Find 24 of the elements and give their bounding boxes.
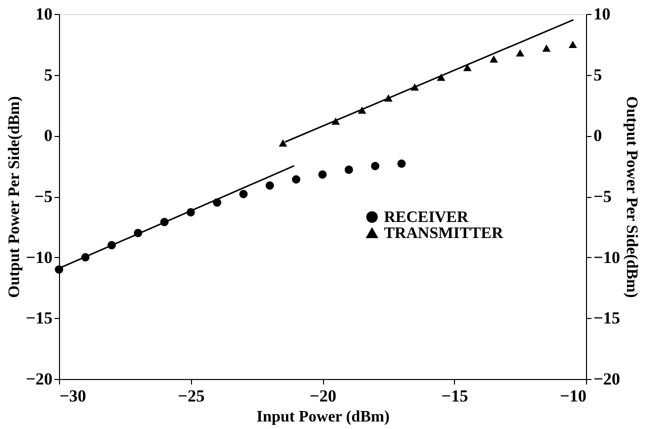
y-tick-label: −20 xyxy=(26,370,52,388)
y-axis-title: Output Power Per Side(dBm) xyxy=(6,96,23,298)
y2-tick-label: −15 xyxy=(594,308,620,328)
y2-tick-label: −5 xyxy=(594,187,612,206)
y2-tick-label: 0 xyxy=(594,126,602,146)
y2-tick-label: 10 xyxy=(594,4,610,24)
y2-tick-label: 5 xyxy=(594,65,602,84)
x-tick-label: −25 xyxy=(178,386,205,406)
y2-tick-label: −10 xyxy=(594,248,620,267)
y-tick-label: −10 xyxy=(26,248,52,267)
x-tick-label: −15 xyxy=(441,386,468,406)
legend-label: RECEIVER xyxy=(384,209,469,226)
x-tick-label: −20 xyxy=(310,386,336,406)
y-tick-label: 0 xyxy=(44,126,52,146)
legend-label: TRANSMITTER xyxy=(384,225,504,242)
y2-tick-label: −20 xyxy=(594,370,620,388)
y2-axis-title: Output Power Per Side(dBm) xyxy=(623,96,640,298)
x-tick-label: −30 xyxy=(60,386,86,406)
y-tick-label: −15 xyxy=(26,308,52,328)
x-axis-title: Input Power (dBm) xyxy=(256,408,390,426)
x-tick-label: −10 xyxy=(560,386,586,406)
y-tick-label: 10 xyxy=(36,4,52,24)
y-tick-label: 5 xyxy=(44,65,52,84)
y-tick-label: −5 xyxy=(34,187,52,206)
